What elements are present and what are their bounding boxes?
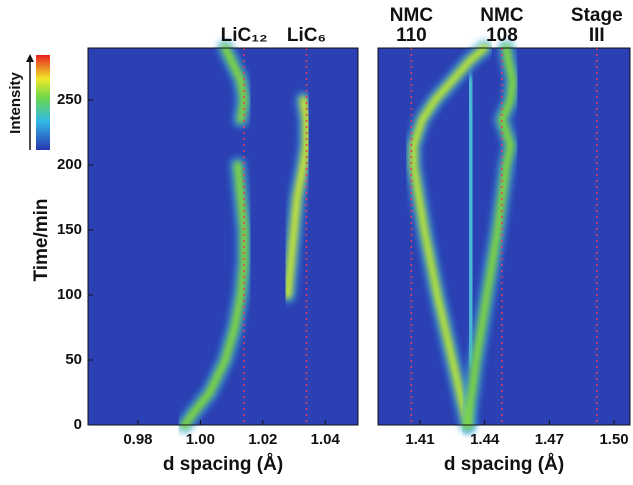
y-tick-label: 200 <box>57 156 82 173</box>
peak-track <box>180 44 249 429</box>
peak-track <box>465 76 476 364</box>
peak-track <box>409 44 489 429</box>
colorbar-label: Intensity <box>7 72 24 134</box>
x-axis-label: d spacing (Å) <box>444 454 564 475</box>
peak-track <box>283 96 311 299</box>
colorbar <box>36 55 50 150</box>
y-tick-label: 100 <box>57 286 82 303</box>
peak-label: NMC <box>390 5 434 26</box>
x-tick-label: 1.00 <box>186 431 215 448</box>
x-tick-label: 1.04 <box>311 431 341 448</box>
peak-label: 108 <box>486 25 518 46</box>
x-tick-label: 1.50 <box>599 431 628 448</box>
peak-track <box>463 44 517 429</box>
y-axis-label: Time/min <box>31 198 52 281</box>
x-tick-label: 1.44 <box>470 431 500 448</box>
plot-frame <box>377 47 631 426</box>
y-tick-label: 150 <box>57 221 82 238</box>
x-tick-label: 0.98 <box>123 431 152 448</box>
peak-label: NMC <box>480 5 524 26</box>
y-tick-label: 50 <box>65 351 82 368</box>
x-tick-label: 1.41 <box>405 431 434 448</box>
y-tick-label: 0 <box>74 416 82 433</box>
peak-label: LiC₁₂ <box>221 25 268 46</box>
peak-label: 110 <box>396 25 427 46</box>
peak-label: LiC₆ <box>287 25 326 46</box>
x-tick-label: 1.47 <box>535 431 564 448</box>
plot-frame <box>87 47 359 426</box>
y-tick-label: 250 <box>57 91 82 108</box>
peak-label: Stage <box>571 5 623 26</box>
x-axis-label: d spacing (Å) <box>163 454 283 475</box>
x-tick-label: 1.02 <box>248 431 277 448</box>
peak-label: III <box>589 25 605 46</box>
colorbar-arrow-head <box>26 54 34 62</box>
